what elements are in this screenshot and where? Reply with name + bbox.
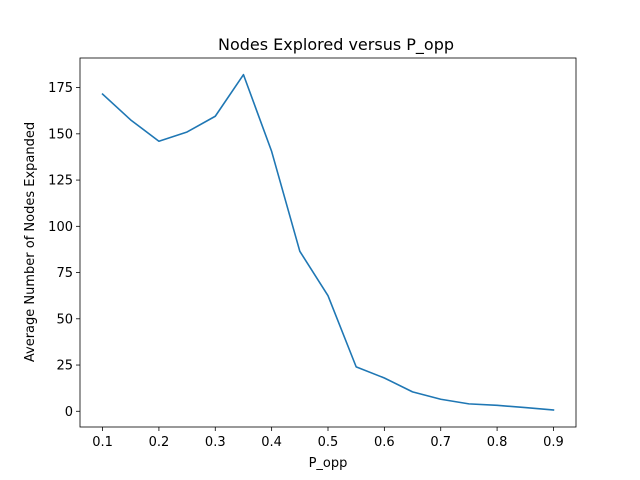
y-axis-label: Average Number of Nodes Expanded [23,122,38,362]
y-tick-label: 0 [65,405,73,420]
series-line-0 [101,73,555,411]
y-tick-label: 100 [48,220,73,235]
x-tick-label: 0.3 [205,435,226,450]
x-tick-label: 0.2 [149,435,170,450]
x-tick-label: 0.1 [92,435,113,450]
y-tick-label: 25 [56,359,73,374]
chart-title: Nodes Explored versus P_opp [218,35,454,55]
x-tick-label: 0.8 [487,435,508,450]
x-tick-label: 0.4 [261,435,282,450]
x-tick-label: 0.9 [543,435,564,450]
y-tick-label: 75 [56,266,73,281]
y-tick-label: 175 [48,81,73,96]
x-axis-label: P_opp [309,456,348,471]
x-tick-label: 0.6 [374,435,395,450]
x-tick-label: 0.7 [430,435,451,450]
axis-ticks: 0.1 0.2 0.3 0.4 0.5 0.6 0.7 0.8 0.9 0 25 50 75 100 125… [48,81,564,450]
series-layer [79,57,577,428]
y-tick-label: 150 [48,127,73,142]
y-tick-label: 50 [56,312,73,327]
x-tick-label: 0.5 [318,435,339,450]
y-tick-label: 125 [48,174,73,189]
axes-frame [79,57,577,428]
